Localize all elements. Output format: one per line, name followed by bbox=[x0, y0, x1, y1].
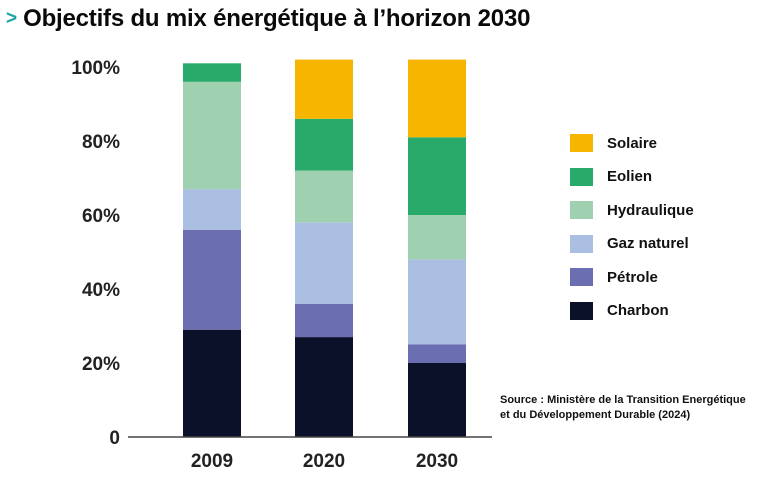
bar-segment-charbon-2020 bbox=[295, 337, 353, 437]
y-tick-label: 20% bbox=[82, 354, 120, 375]
source-line-1: Source : Ministère de la Transition Ener… bbox=[500, 394, 746, 406]
legend-item: Gaz naturel bbox=[570, 233, 760, 255]
bar-segment-eolien-2009 bbox=[183, 63, 241, 82]
y-tick-label: 100% bbox=[71, 58, 120, 79]
bar-segment-gaz-naturel-2030 bbox=[408, 259, 466, 345]
source-line-2: et du Développement Durable (2024) bbox=[500, 409, 691, 421]
legend-item: Solaire bbox=[570, 132, 760, 154]
x-tick-label: 2009 bbox=[191, 451, 233, 472]
bar-segment-pétrole-2030 bbox=[408, 344, 466, 363]
chart-title: Objectifs du mix énergétique à l’horizon… bbox=[23, 5, 531, 32]
legend-item: Eolien bbox=[570, 166, 760, 188]
legend-label: Eolien bbox=[607, 168, 653, 185]
chart-header: > Objectifs du mix énergétique à l’horiz… bbox=[6, 3, 530, 35]
source-note: Source : Ministère de la Transition Ener… bbox=[500, 393, 770, 423]
bar-segment-charbon-2030 bbox=[408, 363, 466, 437]
bar-segment-gaz-naturel-2009 bbox=[183, 189, 241, 230]
bar-segment-pétrole-2009 bbox=[183, 229, 241, 330]
y-tick-label: 60% bbox=[82, 206, 120, 227]
legend-label: Charbon bbox=[607, 302, 669, 319]
bar-segment-eolien-2020 bbox=[295, 118, 353, 171]
legend-label: Solaire bbox=[607, 134, 658, 152]
legend-label: Gaz naturel bbox=[607, 235, 689, 252]
legend-swatch bbox=[570, 201, 593, 219]
legend-swatch bbox=[570, 301, 593, 320]
legend-item: Charbon bbox=[570, 300, 760, 322]
legend-swatch bbox=[570, 167, 593, 186]
bar-segment-hydraulique-2009 bbox=[183, 81, 241, 190]
x-tick-label: 2020 bbox=[303, 451, 345, 472]
chevron-right-icon: > bbox=[6, 8, 18, 29]
x-tick-label: 2030 bbox=[416, 451, 458, 472]
legend-label: Pétrole bbox=[607, 268, 658, 286]
legend-label: Hydraulique bbox=[607, 201, 694, 219]
chart-legend: Solaire Eolien Hydraulique Gaz naturel Pétro… bbox=[570, 132, 760, 333]
bar-segment-gaz-naturel-2020 bbox=[295, 222, 353, 304]
bar-segment-eolien-2030 bbox=[408, 137, 466, 215]
legend-item: Hydraulique bbox=[570, 199, 760, 221]
bar-segment-hydraulique-2020 bbox=[295, 170, 353, 223]
legend-swatch bbox=[570, 268, 593, 286]
y-tick-label: 40% bbox=[82, 280, 120, 301]
legend-item: Pétrole bbox=[570, 266, 760, 288]
bar-segment-solaire-2030 bbox=[408, 59, 466, 138]
bar-segment-solaire-2020 bbox=[295, 59, 353, 119]
bar-segment-hydraulique-2030 bbox=[408, 215, 466, 260]
y-tick-label: 0 bbox=[109, 428, 120, 449]
bar-segment-charbon-2009 bbox=[183, 329, 241, 437]
legend-swatch bbox=[570, 234, 593, 253]
bar-segment-pétrole-2020 bbox=[295, 303, 353, 338]
legend-swatch bbox=[570, 134, 593, 152]
y-tick-label: 80% bbox=[82, 132, 120, 153]
